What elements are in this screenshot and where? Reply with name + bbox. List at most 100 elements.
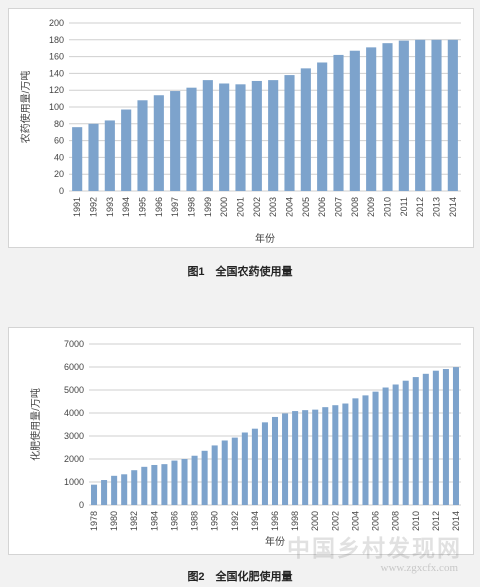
y-tick-label: 0 <box>59 186 64 196</box>
y-tick-label: 40 <box>54 152 64 162</box>
bar <box>402 380 409 505</box>
x-tick-label: 1990 <box>210 511 220 531</box>
y-tick-label: 180 <box>49 35 64 45</box>
x-tick-label: 1991 <box>72 197 82 217</box>
bar <box>333 54 344 191</box>
x-tick-label: 2010 <box>411 511 421 531</box>
bar <box>447 39 458 191</box>
bar <box>268 80 279 191</box>
bar <box>151 464 158 505</box>
bar <box>88 123 99 191</box>
x-tick-label: 2007 <box>334 197 344 217</box>
x-tick-label: 2002 <box>330 511 340 531</box>
x-tick-label: 2011 <box>399 197 409 216</box>
bar <box>322 407 329 505</box>
fertilizer-bar-chart: 0 1000 2000 3000 4000 5000 6000 7000 1978 1980 198… <box>29 339 461 548</box>
x-tick-label: 2010 <box>383 197 393 217</box>
x-tick-label: 1998 <box>290 511 300 531</box>
x-tick-label: 1992 <box>89 197 99 217</box>
bar <box>153 95 164 191</box>
bar <box>302 410 309 505</box>
x-tick-label: 1998 <box>187 197 197 217</box>
bar <box>201 450 208 505</box>
x-tick-label: 1992 <box>230 511 240 531</box>
x-tick-label: 1999 <box>203 197 213 217</box>
bar <box>382 387 389 505</box>
y-tick-label: 5000 <box>64 385 84 395</box>
bar <box>171 460 178 505</box>
fertilizer-chart-panel: 0 1000 2000 3000 4000 5000 6000 7000 1978 1980 198… <box>8 327 474 555</box>
bar <box>101 480 108 505</box>
bar <box>422 373 429 505</box>
bar <box>342 403 349 505</box>
y-tick-label: 1000 <box>64 477 84 487</box>
figure2-caption: 图2 全国化肥使用量 <box>187 571 293 583</box>
bar <box>431 39 442 191</box>
y-axis-label: 农药使用量/万吨 <box>19 71 32 144</box>
x-tick-label: 1995 <box>138 197 148 217</box>
y-tick-label: 3000 <box>64 431 84 441</box>
x-axis-label: 年份 <box>255 232 275 245</box>
x-tick-label: 2004 <box>285 197 295 217</box>
y-tick-label: 6000 <box>64 362 84 372</box>
x-tick-label: 2013 <box>432 197 442 217</box>
x-tick-label: 1996 <box>154 197 164 217</box>
bar <box>211 445 218 505</box>
x-tick-label: 2006 <box>317 197 327 217</box>
x-tick-label: 2002 <box>252 197 262 217</box>
y-tick-label: 80 <box>54 119 64 129</box>
x-tick-label: 1986 <box>169 511 179 531</box>
y-tick-label: 4000 <box>64 408 84 418</box>
bar <box>442 369 449 505</box>
y-tick-label: 100 <box>49 102 64 112</box>
bar <box>366 47 377 191</box>
x-tick-label: 2009 <box>366 197 376 217</box>
bar <box>349 50 360 191</box>
bar <box>170 91 181 191</box>
x-tick-label: 2014 <box>451 511 461 531</box>
y-tick-label: 20 <box>54 169 64 179</box>
bar <box>362 395 369 505</box>
bar <box>282 413 289 505</box>
pesticide-chart-panel: 0 20 40 60 80 100 120 140 160 180 200 1991 1992 1993 1… <box>8 8 474 248</box>
bar <box>292 411 299 505</box>
y-tick-label: 160 <box>49 52 64 62</box>
bar <box>161 464 168 505</box>
watermark-text: 中国乡村发现网 <box>287 535 462 561</box>
y-tick-label: 7000 <box>64 339 84 349</box>
x-tick-label: 2012 <box>431 511 441 531</box>
bar <box>251 428 258 505</box>
bar <box>186 87 197 191</box>
bar <box>121 474 128 505</box>
bar <box>398 40 409 191</box>
bar <box>221 440 228 505</box>
bar <box>241 432 248 505</box>
x-tick-label: 1994 <box>250 511 260 531</box>
bar <box>415 39 426 191</box>
y-tick-label: 120 <box>49 85 64 95</box>
bar <box>235 84 246 191</box>
bar <box>91 484 98 505</box>
y-tick-label: 60 <box>54 136 64 146</box>
watermark-url: www.zgxcfx.com <box>380 562 458 574</box>
bar <box>202 80 213 191</box>
x-tick-label: 2004 <box>350 511 360 531</box>
bar <box>312 409 319 505</box>
bar <box>332 405 339 505</box>
x-tick-label: 2000 <box>310 511 320 531</box>
x-tick-label: 2005 <box>301 197 311 217</box>
x-tick-label: 1993 <box>105 197 115 217</box>
x-tick-label: 1978 <box>89 511 99 531</box>
bar <box>131 470 138 505</box>
bar <box>352 398 359 505</box>
x-tick-label: 2008 <box>350 197 360 217</box>
bar <box>141 466 148 505</box>
bar <box>137 100 148 191</box>
x-tick-label: 2014 <box>448 197 458 217</box>
x-tick-label: 2008 <box>391 511 401 531</box>
x-tick-label: 2006 <box>371 511 381 531</box>
x-tick-label: 2012 <box>415 197 425 217</box>
bar <box>317 62 328 192</box>
x-tick-label: 1984 <box>149 511 159 531</box>
bar <box>271 416 279 505</box>
